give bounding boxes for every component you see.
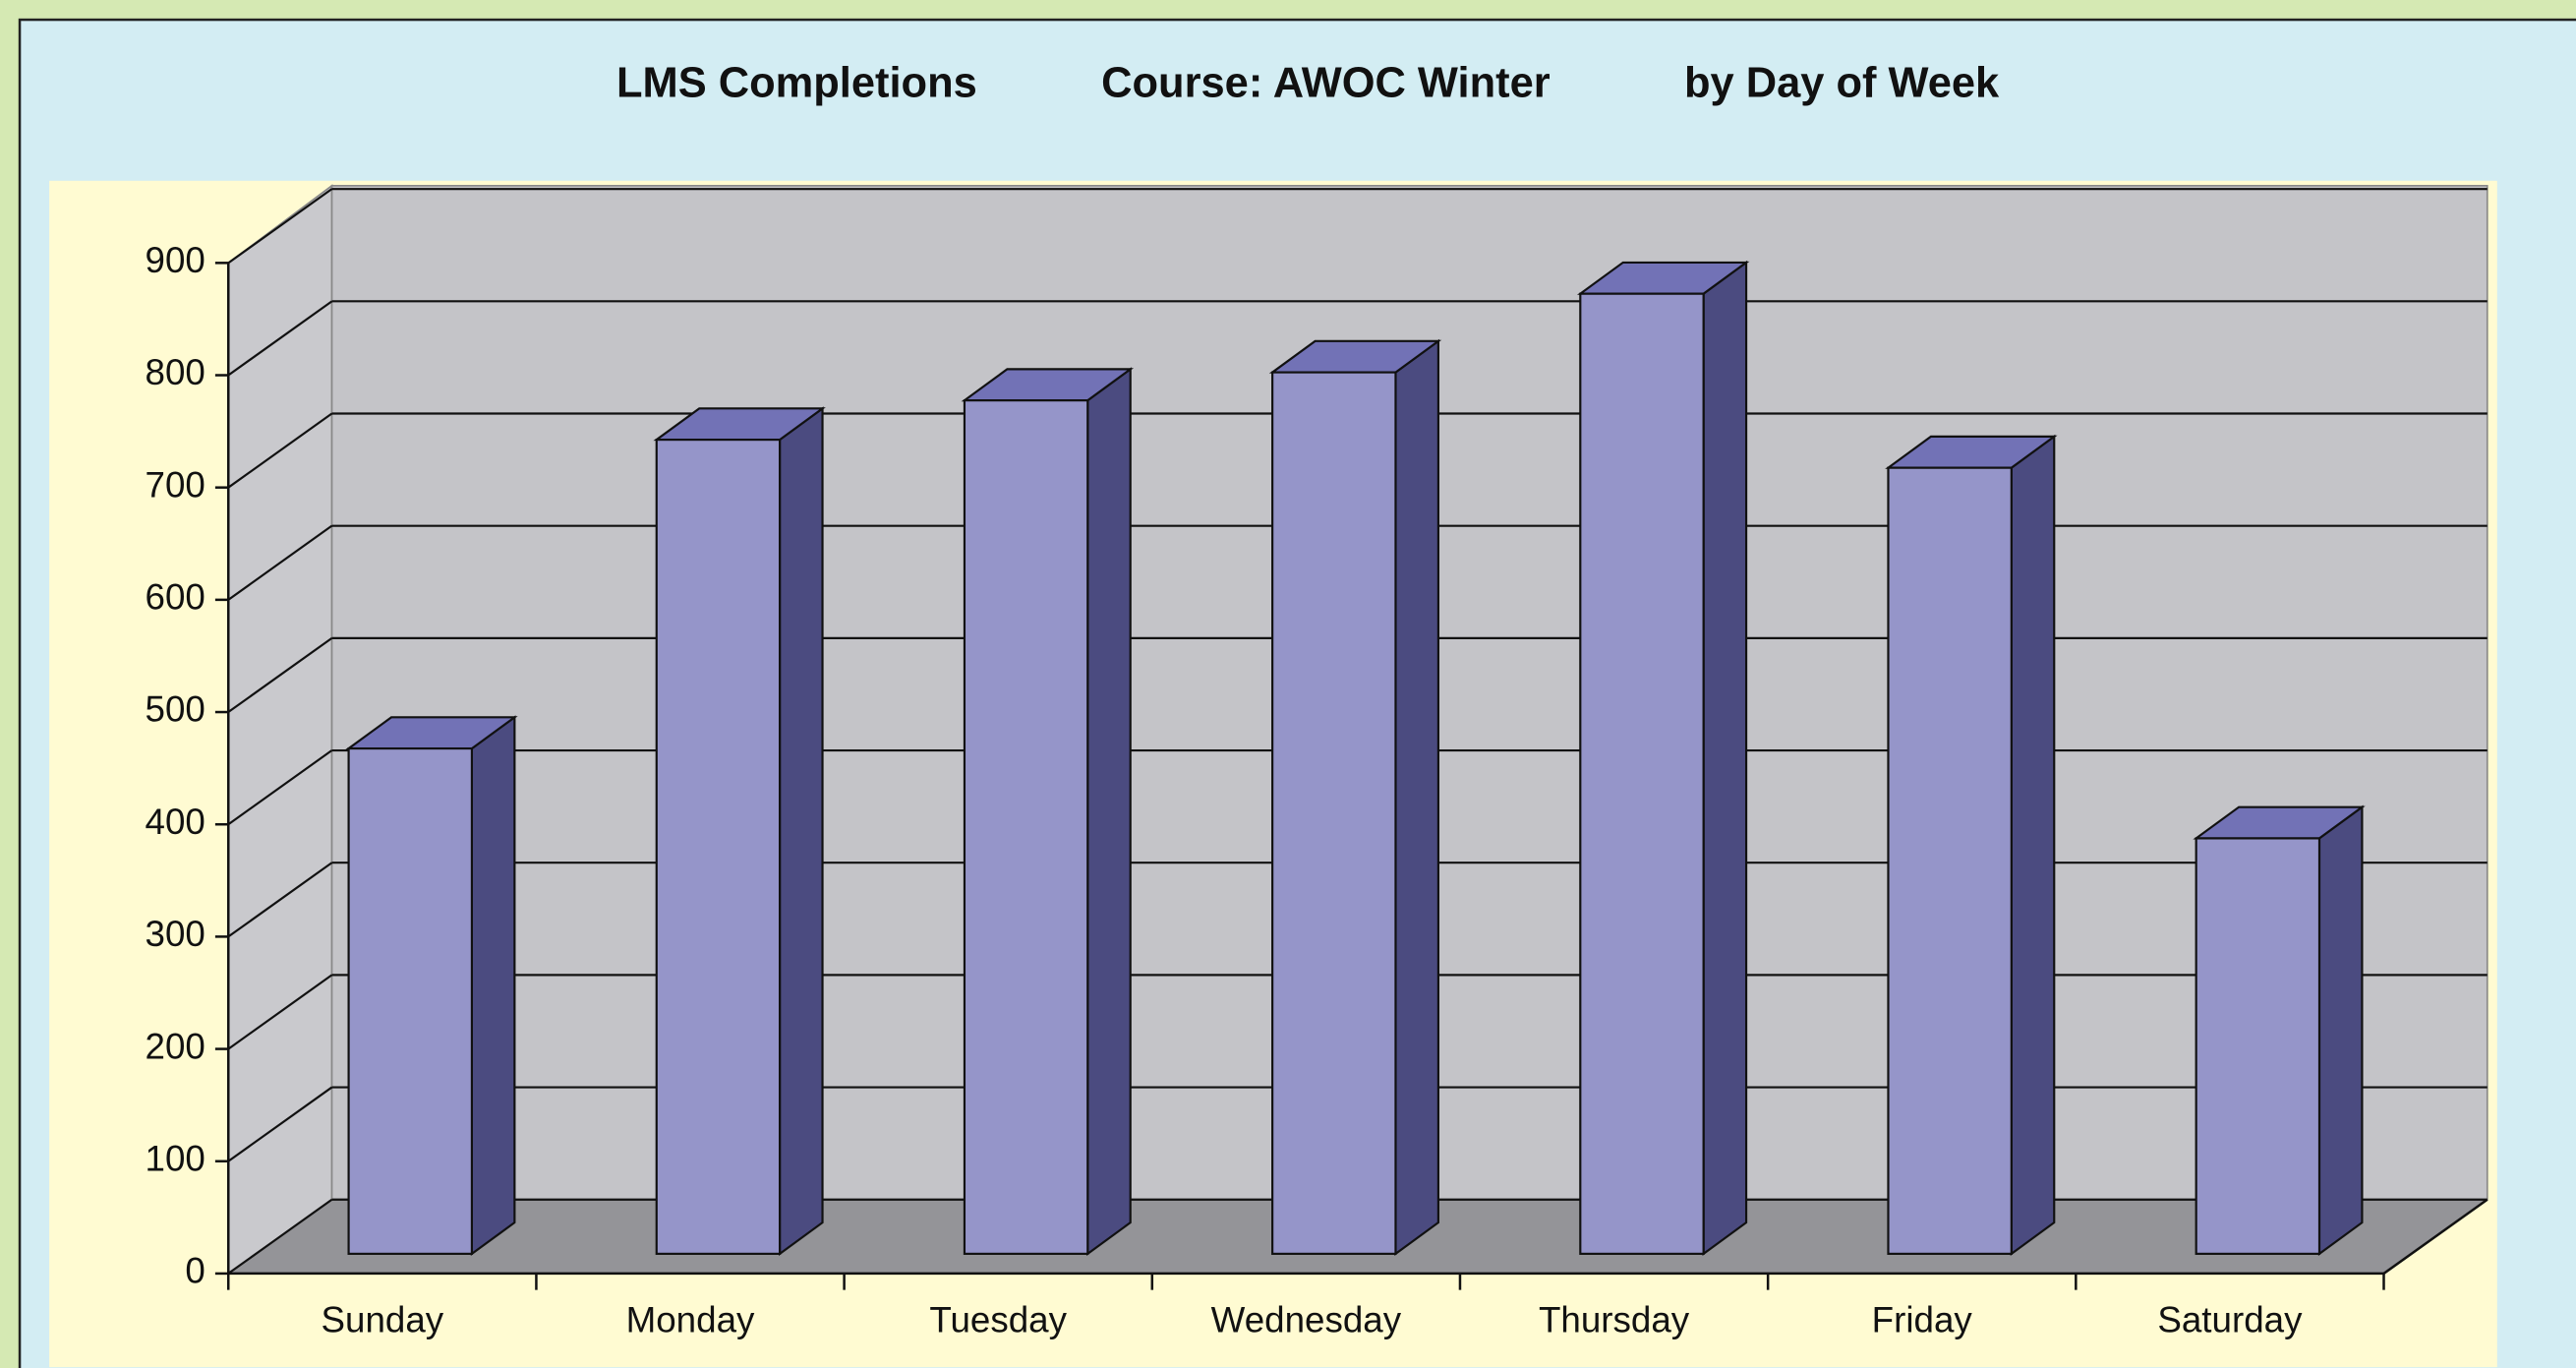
bar	[1579, 292, 1705, 1255]
x-tick-label: Monday	[626, 1300, 755, 1340]
y-tick-label: 500	[146, 689, 205, 730]
bar	[2195, 837, 2321, 1255]
chart-title: LMS Completions	[616, 59, 977, 106]
grid-line	[227, 188, 333, 265]
y-tick-label: 900	[146, 240, 205, 280]
left-wall	[227, 184, 333, 1276]
chart-subtitle: Course: AWOC Winter	[1101, 59, 1551, 106]
grid-line	[227, 974, 333, 1050]
bar-side	[1086, 367, 1132, 1257]
bar-side	[779, 406, 824, 1257]
y-tick-label: 800	[146, 352, 205, 392]
x-tick-label: Friday	[1872, 1300, 1973, 1340]
x-tick-label: Tuesday	[929, 1300, 1067, 1340]
bar-side	[2010, 434, 2056, 1257]
bar	[1887, 466, 2013, 1255]
bar-side	[1702, 260, 1748, 1257]
bar	[963, 399, 1089, 1255]
chart-subtitle: by Day of Week	[1684, 59, 2000, 106]
grid-line	[227, 749, 333, 826]
x-tick-label: Sunday	[322, 1300, 444, 1340]
floor-edge	[2382, 1198, 2488, 1275]
bar	[347, 746, 473, 1255]
grid-line	[227, 636, 333, 713]
y-tick-label: 100	[146, 1138, 205, 1178]
y-tick-label: 400	[146, 802, 205, 842]
y-tick-label: 200	[146, 1026, 205, 1066]
y-tick-label: 700	[146, 464, 205, 505]
x-tick-label: Thursday	[1539, 1300, 1690, 1340]
y-tick-label: 600	[146, 577, 205, 618]
grid-line	[227, 862, 333, 938]
x-tick-label: Saturday	[2157, 1300, 2303, 1340]
bar	[1271, 371, 1397, 1255]
y-tick-label: 0	[185, 1251, 205, 1291]
grid-line	[227, 1086, 333, 1162]
grid-line	[227, 524, 333, 601]
grid-line	[227, 412, 333, 489]
bar-side	[470, 715, 516, 1257]
grid-line	[227, 300, 333, 377]
bar-side	[1394, 338, 1439, 1257]
y-tick-label: 300	[146, 914, 205, 954]
grid-line	[227, 1198, 333, 1275]
x-tick-label: Wednesday	[1211, 1300, 1402, 1340]
bar	[655, 439, 782, 1255]
bar-side	[2317, 804, 2364, 1257]
